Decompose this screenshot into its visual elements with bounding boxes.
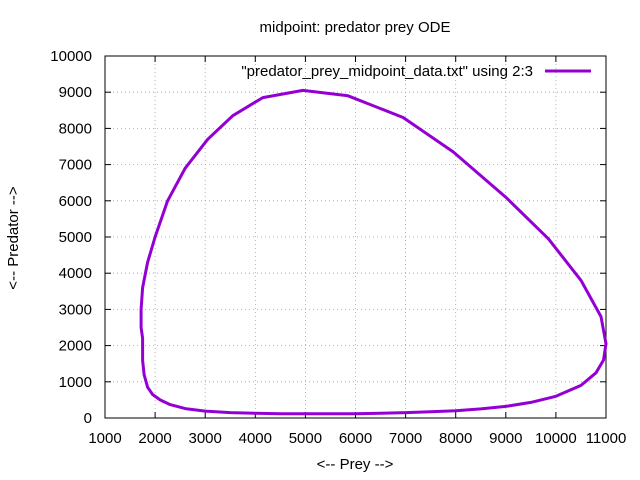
- series-layer: [139, 88, 608, 416]
- y-tick-label: 5000: [59, 229, 92, 246]
- series-line-0: [139, 88, 608, 416]
- x-tick-label: 4000: [239, 430, 272, 447]
- y-tick-label: 4000: [59, 265, 92, 282]
- x-axis-label: <-- Prey -->: [317, 456, 394, 473]
- y-axis-label: <-- Predator -->: [5, 186, 22, 290]
- x-tick-label: 2000: [138, 430, 171, 447]
- legend-label: "predator_prey_midpoint_data.txt" using …: [241, 63, 533, 80]
- x-tick-label: 7000: [389, 430, 422, 447]
- x-tick-label: 1000: [88, 430, 121, 447]
- chart-title: midpoint: predator prey ODE: [260, 19, 451, 36]
- y-tick-label: 3000: [59, 301, 92, 318]
- x-tick-label: 11000: [586, 430, 627, 447]
- y-tick-label: 0: [84, 410, 92, 427]
- x-tick-label: 9000: [489, 430, 522, 447]
- y-tick-label: 8000: [59, 120, 92, 137]
- x-tick-label: 6000: [339, 430, 372, 447]
- y-tick-label: 10000: [50, 48, 92, 65]
- legend: "predator_prey_midpoint_data.txt" using …: [241, 63, 591, 80]
- y-tick-label: 1000: [59, 374, 92, 391]
- x-tick-label: 3000: [189, 430, 222, 447]
- y-tick-label: 6000: [59, 193, 92, 210]
- y-tick-label: 9000: [59, 84, 92, 101]
- x-tick-label: 8000: [439, 430, 472, 447]
- grid: [105, 56, 606, 418]
- x-tick-label: 10000: [535, 430, 577, 447]
- ticks: 1000 2000 3000 4000 5000 6000 7000 8000 9000 1000…: [50, 48, 626, 447]
- x-tick-label: 5000: [289, 430, 322, 447]
- y-tick-label: 7000: [59, 157, 92, 174]
- y-tick-label: 2000: [59, 338, 92, 355]
